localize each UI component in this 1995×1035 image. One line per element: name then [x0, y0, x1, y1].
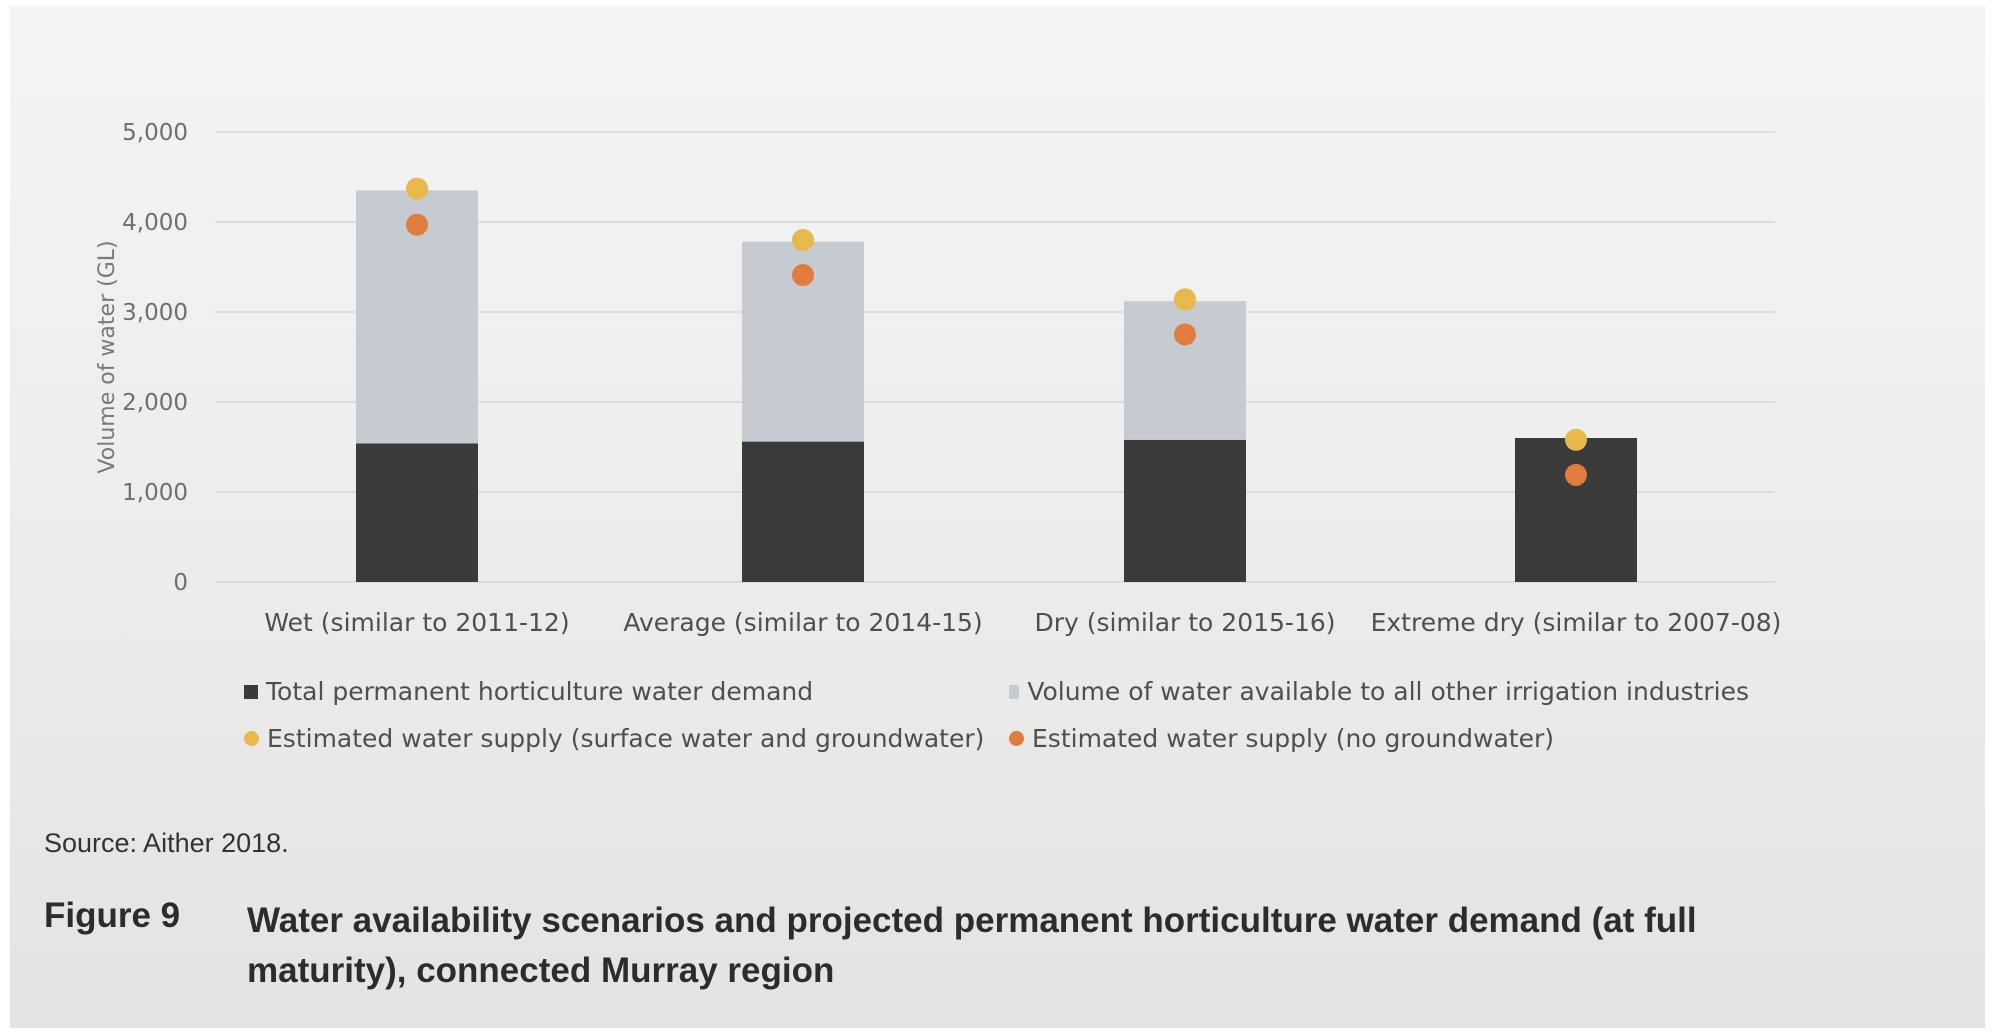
legend-item-supply-with-gw: Estimated water supply (surface water an… — [244, 715, 1009, 762]
marker-supply-with-gw — [1174, 288, 1196, 311]
legend-swatch-supply-with-gw — [244, 731, 259, 746]
bar-demand — [1124, 439, 1246, 582]
bar-demand — [1515, 438, 1637, 582]
marker-supply-no-gw — [1174, 323, 1196, 346]
legend-swatch-supply-no-gw — [1009, 731, 1024, 746]
legend-label-supply-with-gw: Estimated water supply (surface water an… — [267, 724, 985, 753]
legend-item-demand: Total permanent horticulture water deman… — [244, 668, 1009, 715]
figure-label: Figure 9 — [44, 896, 181, 935]
legend-label-other-industries: Volume of water available to all other i… — [1027, 677, 1749, 706]
legend-swatch-other-industries — [1009, 684, 1020, 699]
source-note: Source: Aither 2018. — [44, 828, 289, 858]
bar-demand — [742, 441, 864, 582]
x-category-label: Extreme dry (similar to 2007-08) — [1371, 608, 1782, 637]
y-axis-label: Volume of water (GL) — [95, 240, 120, 473]
marker-supply-no-gw — [792, 264, 814, 287]
marker-supply-with-gw — [406, 177, 428, 200]
bar-demand — [356, 443, 478, 582]
y-tick-label: 4,000 — [122, 210, 188, 236]
marker-supply-with-gw — [792, 229, 814, 251]
y-tick-label: 2,000 — [122, 390, 188, 416]
x-category-label: Wet (similar to 2011-12) — [264, 608, 569, 637]
legend-item-supply-no-gw: Estimated water supply (no groundwater) — [1009, 715, 1749, 762]
y-tick-label: 1,000 — [122, 480, 188, 506]
chart-legend: Total permanent horticulture water deman… — [244, 668, 1764, 762]
chart-svg: 0 1,000 2,000 3,000 4,000 5,000 Volume of wate… — [95, 120, 1782, 637]
legend-swatch-demand — [244, 684, 258, 699]
legend-item-other-industries: Volume of water available to all other i… — [1009, 668, 1749, 715]
legend-label-supply-no-gw: Estimated water supply (no groundwater) — [1032, 724, 1554, 753]
x-category-label: Dry (similar to 2015-16) — [1034, 608, 1335, 637]
bar-other-industries — [1124, 301, 1246, 440]
legend-label-demand: Total permanent horticulture water deman… — [266, 677, 814, 706]
y-tick-label: 5,000 — [122, 120, 188, 146]
figure-title: Water availability scenarios and project… — [247, 901, 1697, 990]
marker-supply-no-gw — [1565, 463, 1587, 486]
y-tick-label: 0 — [173, 570, 188, 596]
x-category-label: Average (similar to 2014-15) — [623, 608, 982, 637]
marker-supply-no-gw — [406, 213, 428, 236]
y-tick-label: 3,000 — [122, 300, 188, 326]
figure-page: 0 1,000 2,000 3,000 4,000 5,000 Volume of wate… — [10, 6, 1985, 1028]
marker-supply-with-gw — [1565, 428, 1587, 451]
